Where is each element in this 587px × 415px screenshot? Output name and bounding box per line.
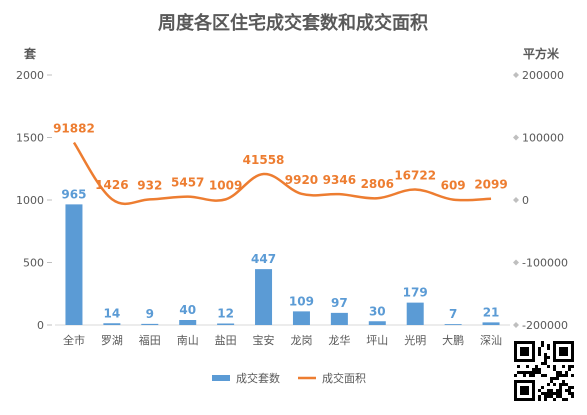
bar-data-label: 9 bbox=[146, 307, 154, 321]
line-data-label: 609 bbox=[441, 179, 466, 193]
x-tick-label: 深汕 bbox=[480, 334, 502, 347]
qr-code-image bbox=[512, 339, 576, 403]
right-axis-tick-marker bbox=[513, 134, 519, 141]
bar-data-label: 109 bbox=[289, 294, 314, 308]
bar bbox=[444, 324, 462, 325]
line-data-label: 2099 bbox=[474, 178, 507, 192]
bar bbox=[65, 204, 83, 325]
left-axis-tick-label: 2000 bbox=[16, 69, 44, 82]
chart-title: 周度各区住宅成交套数和成交面积 bbox=[158, 12, 428, 34]
left-axis-tick-label: 1000 bbox=[16, 194, 44, 207]
bar bbox=[103, 323, 121, 325]
right-axis-tick-marker bbox=[513, 322, 519, 328]
right-axis-tick-label: 0 bbox=[522, 194, 529, 207]
bar bbox=[368, 321, 386, 325]
legend-swatch-bar bbox=[212, 375, 230, 381]
bar-data-label: 179 bbox=[403, 286, 428, 300]
line-data-label: 932 bbox=[137, 178, 162, 192]
right-axis-tick-marker bbox=[513, 259, 519, 266]
bar-data-label: 30 bbox=[369, 304, 386, 318]
right-axis-unit: 平方米 bbox=[523, 46, 560, 61]
bar bbox=[179, 320, 197, 325]
bar bbox=[330, 312, 348, 325]
bar bbox=[141, 323, 159, 325]
bar-data-label: 40 bbox=[179, 303, 196, 317]
line-path bbox=[72, 141, 492, 206]
line-series bbox=[72, 141, 492, 206]
x-tick-label: 南山 bbox=[177, 334, 199, 347]
line-data-label: 9346 bbox=[323, 173, 356, 187]
line-data-label: 5457 bbox=[171, 176, 204, 190]
bar-data-label: 7 bbox=[449, 307, 457, 321]
bar bbox=[406, 302, 424, 325]
line-data-label: 16722 bbox=[394, 169, 436, 183]
right-axis-tick-label: -200000 bbox=[522, 319, 568, 332]
x-tick-label: 福田 bbox=[139, 333, 161, 347]
line-data-label: 1009 bbox=[209, 178, 242, 192]
bar-series bbox=[65, 204, 500, 325]
left-axis-tick-label: 0 bbox=[37, 319, 44, 332]
bar-data-label: 447 bbox=[251, 252, 276, 266]
left-axis-tick-label: 1500 bbox=[16, 132, 44, 145]
x-tick-label: 光明 bbox=[404, 333, 426, 347]
right-axis-tick-marker bbox=[513, 197, 519, 203]
line-data-label: 1426 bbox=[95, 178, 128, 192]
bar bbox=[217, 323, 235, 325]
legend-label: 成交面积 bbox=[322, 371, 366, 385]
bar-data-labels: 965 14 9 40 12 447 109 97 30 179 7 21 bbox=[61, 187, 499, 321]
x-tick-label: 龙岗 bbox=[290, 334, 312, 347]
x-tick-label: 罗湖 bbox=[101, 334, 123, 347]
x-tick-label: 盐田 bbox=[215, 334, 237, 347]
bar bbox=[482, 322, 500, 325]
right-axis-tick-label: 100000 bbox=[522, 132, 564, 145]
bar-data-label: 12 bbox=[217, 307, 234, 321]
legend-label: 成交套数 bbox=[236, 371, 280, 385]
right-axis-tick-label: -100000 bbox=[522, 257, 568, 270]
right-axis: -200000 -100000 0 100000 200000 bbox=[513, 69, 568, 332]
line-data-label: 2806 bbox=[361, 177, 394, 191]
right-axis-tick-label: 200000 bbox=[522, 69, 564, 82]
x-tick-labels: 全市 罗湖 福田 南山 盐田 宝安 龙岗 龙华 坪山 光明 大鹏 深汕 bbox=[63, 333, 502, 347]
x-tick-label: 坪山 bbox=[366, 334, 388, 347]
bar-data-label: 97 bbox=[331, 296, 348, 310]
x-tick-label: 全市 bbox=[63, 333, 85, 347]
left-axis: 0 500 1000 1500 2000 bbox=[16, 69, 52, 332]
right-axis-tick-marker bbox=[513, 72, 519, 78]
legend: 成交套数 成交面积 bbox=[212, 371, 366, 385]
bar-data-label: 965 bbox=[61, 187, 86, 201]
left-axis-unit: 套 bbox=[23, 46, 37, 61]
line-data-label: 9920 bbox=[285, 173, 318, 187]
x-tick-label: 大鹏 bbox=[442, 333, 464, 347]
bar bbox=[255, 269, 273, 325]
line-data-label: 91882 bbox=[53, 122, 95, 136]
x-tick-label: 宝安 bbox=[253, 333, 275, 347]
bar bbox=[292, 311, 310, 325]
bar-data-label: 14 bbox=[104, 306, 121, 320]
left-axis-tick-label: 500 bbox=[23, 257, 44, 270]
x-tick-label: 龙华 bbox=[328, 333, 350, 347]
line-data-label: 41558 bbox=[243, 153, 285, 167]
bar-data-label: 21 bbox=[483, 305, 500, 319]
